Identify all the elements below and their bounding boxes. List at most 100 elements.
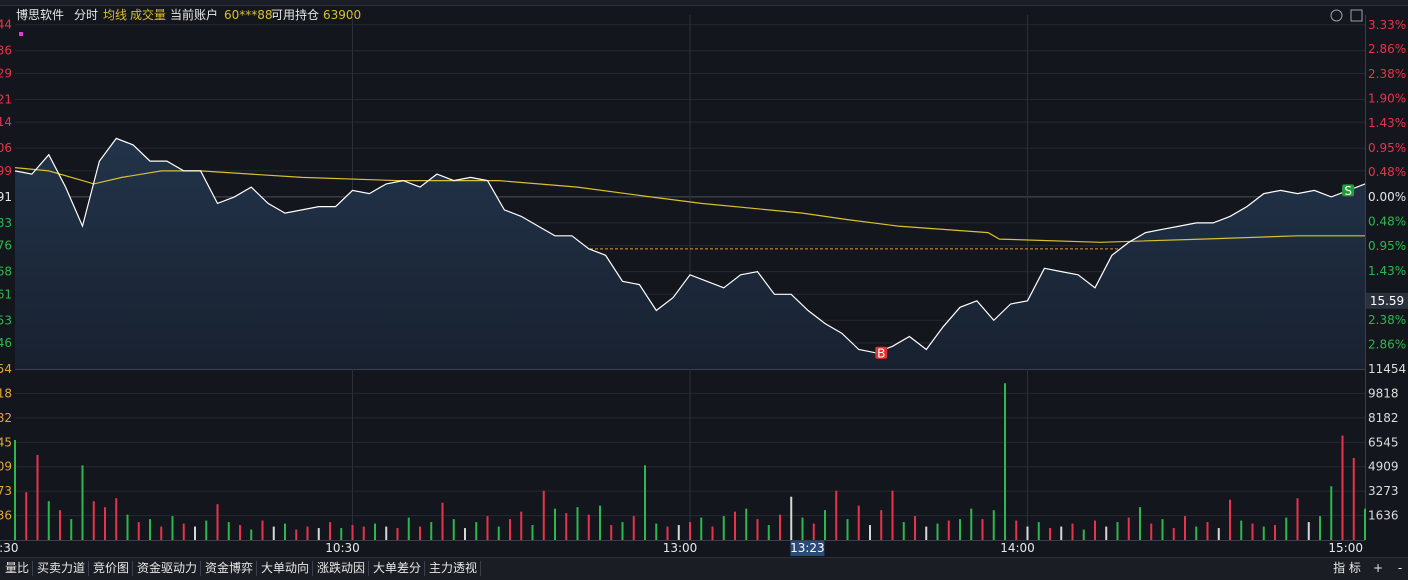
zoom-out-button[interactable]: - [1398,561,1402,575]
volume-bar [1139,507,1141,540]
y2-tick-label: 0.95% [1368,239,1406,253]
volume-bar [1274,525,1276,540]
volume-bar [115,498,118,540]
bottom-tab[interactable]: 涨跌动因 [317,560,365,575]
y-tick-label: 15.53 [0,313,12,327]
marker-dot [19,32,23,36]
volume-bar [1161,519,1164,540]
volume-bar [396,528,399,540]
y-tick-label: 15.46 [0,336,12,350]
y-tick-label: 15.99 [0,164,12,178]
volume-bar [1307,522,1310,540]
volume-bar [846,519,849,540]
volume-bar [1015,520,1018,540]
volume-bar [351,525,354,540]
volume-bar [542,490,545,540]
volume-bar [36,454,39,540]
y2-tick-label: 1.43% [1368,116,1406,130]
volume-bar [486,516,489,540]
plot: 16.44 16.36 16.29 16.21 16.14 16.06 15.99 15.91… [0,15,1408,556]
volume-bar [700,517,703,540]
volume-bar [1071,523,1074,540]
volume-bar [1217,528,1220,540]
volume-bar [306,526,309,540]
volume-bar [745,508,748,540]
avg-line-tab[interactable]: 均线 [103,8,127,22]
volume-bar [576,507,579,540]
bottom-tab[interactable]: 资金驱动力 [137,560,197,575]
bottom-tab[interactable]: 资金博弈 [205,560,253,575]
volume-bar [475,522,478,540]
volume-bar [70,519,73,540]
volume-bar [149,519,151,540]
volume-bar [1094,520,1096,540]
zoom-in-button[interactable]: + [1373,561,1383,575]
volume-bar [1251,523,1254,540]
cursor-time-box [790,541,825,556]
bottom-tab[interactable]: 量比 [5,561,29,575]
volume-bar [970,508,973,540]
x-tick-label: 14:00 [1000,541,1035,555]
position: 63900 [323,8,361,22]
y2-tick-label: 0.48% [1368,165,1406,179]
volume-bar [677,525,680,540]
y-tick-label: 15.83 [0,216,12,230]
cursor-price: 15.59 [1370,294,1404,308]
volume-tab[interactable]: 成交量 [130,7,166,22]
bottom-tab[interactable]: 竞价图 [93,561,129,575]
volume-bar [1004,383,1006,540]
bottom-tab[interactable]: 大单动向 [261,560,309,575]
y-tick-label: 6545 [0,435,12,449]
timeshare-tab[interactable]: 分时 [74,8,98,22]
volume-bar [441,502,444,540]
volume-bar [554,508,556,540]
price-line [14,137,1366,354]
volume-bar [655,523,658,540]
y-tick-label: 16.36 [0,44,12,58]
top-strip [0,0,1408,5]
volume-bar [419,526,421,540]
volume-bar [160,526,163,540]
volume-bar [329,522,331,540]
indicator-button[interactable]: 指 标 [1333,560,1361,575]
add-icon[interactable] [1330,9,1343,22]
volume-bar [272,526,275,540]
volume-bar [137,522,140,540]
price-area [15,138,1365,369]
trade-mark [875,346,888,359]
volume-bar [171,516,174,540]
volume-bar [880,510,883,540]
volume-bar [520,511,523,540]
volume-bar [452,519,455,540]
volume-bar [902,522,905,540]
y-tick-label: 16.29 [0,66,12,80]
volume-bar [1184,516,1186,540]
volume-bar [1116,522,1119,540]
volume-bar [25,492,28,540]
volume-bar [632,516,635,540]
volume-bar [362,526,365,540]
volume-bar [1150,523,1153,540]
y-tick-label: 4909 [0,460,12,474]
volume-bar [992,510,995,540]
volume-bar [14,439,16,540]
volume-bar [1195,526,1198,540]
window-icon[interactable] [1350,9,1363,22]
volume-bar [104,507,106,540]
bottom-tab[interactable]: 大单差分 [373,561,421,575]
volume-bar [666,526,669,540]
volume-bar [959,519,961,540]
volume-bar [374,523,376,540]
bottom-tab[interactable]: 买卖力道 [37,561,85,575]
bottom-tab[interactable]: 主力透视 [429,560,477,575]
volume-bar [1364,508,1366,540]
volume-bar [801,517,804,540]
volume-bar [340,528,343,540]
y2-tick-label: 1.90% [1368,92,1406,106]
y-tick-label: 16.14 [0,115,12,129]
avg-line [14,167,1365,243]
y-tick-label: 3273 [0,484,12,498]
y-tick-label: 11454 [0,362,12,376]
y2-tick-label: 0.95% [1368,141,1406,155]
